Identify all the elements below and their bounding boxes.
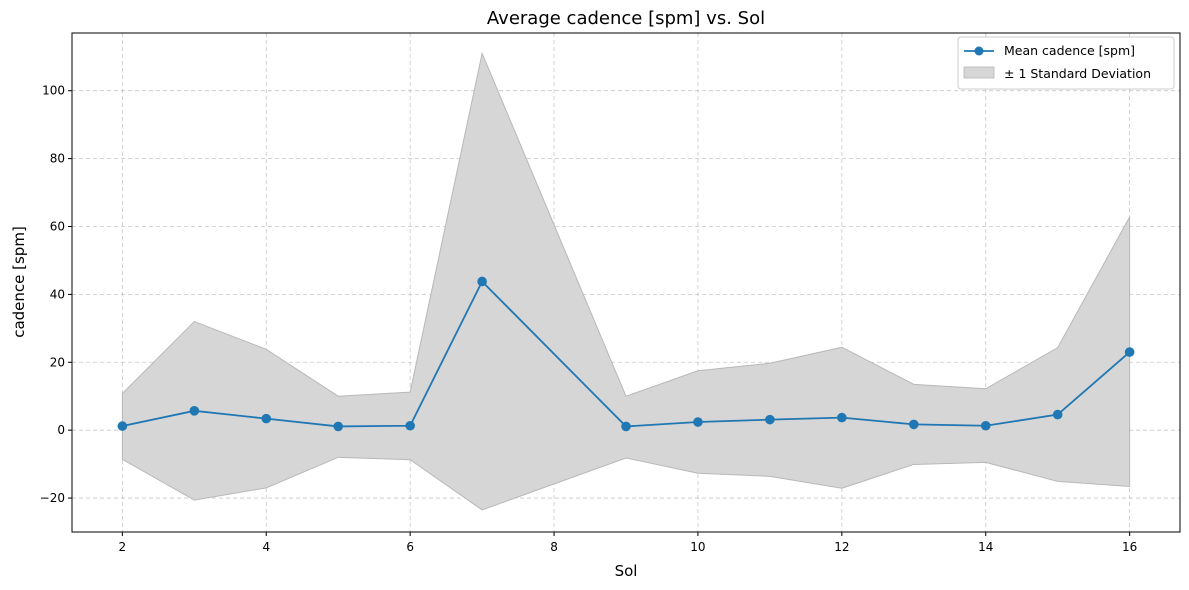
y-tick-label: 20 bbox=[50, 355, 65, 369]
x-tick-label: 14 bbox=[978, 540, 993, 554]
plot-area-frame bbox=[71, 32, 1181, 533]
mean-line-series bbox=[117, 276, 1135, 432]
data-point bbox=[333, 421, 344, 432]
data-point bbox=[189, 406, 200, 416]
x-tick-label: 4 bbox=[262, 540, 270, 554]
chart-title: Average cadence [spm] vs. Sol bbox=[487, 8, 765, 29]
data-point bbox=[1052, 409, 1063, 420]
y-tick-label: 80 bbox=[50, 152, 65, 166]
data-point bbox=[837, 412, 847, 423]
legend-box bbox=[957, 36, 1175, 90]
y-tick-label: 40 bbox=[50, 287, 65, 301]
data-point bbox=[693, 417, 703, 427]
x-tick-label: 12 bbox=[834, 540, 849, 554]
data-point bbox=[1124, 347, 1135, 357]
x-tick-label: 10 bbox=[690, 540, 705, 554]
x-tick-label: 2 bbox=[119, 540, 127, 554]
axis-ticks: 2 4 6 8 10 12 14 16 −20 0 20 40 60 80 100 bbox=[40, 84, 1138, 554]
data-point bbox=[117, 421, 128, 431]
y-tick-label: 0 bbox=[57, 423, 65, 437]
legend-label-band: ± 1 Standard Deviation bbox=[1004, 66, 1151, 81]
data-point bbox=[477, 276, 487, 287]
x-tick-label: 6 bbox=[406, 540, 414, 554]
legend-marker-swatch bbox=[974, 46, 984, 56]
x-tick-label: 8 bbox=[550, 540, 558, 554]
y-tick-label: −20 bbox=[40, 491, 65, 505]
data-point bbox=[261, 413, 272, 424]
y-axis-label: cadence [spm] bbox=[10, 226, 28, 338]
data-point bbox=[765, 414, 775, 425]
std-band bbox=[121, 51, 1131, 511]
x-tick-label: 16 bbox=[1122, 540, 1137, 554]
y-tick-label: 60 bbox=[50, 219, 65, 233]
y-tick-label: 100 bbox=[42, 84, 65, 98]
std-band-area bbox=[121, 51, 1131, 511]
mean-line bbox=[122, 279, 1131, 428]
data-point bbox=[621, 421, 631, 432]
data-point bbox=[405, 420, 415, 431]
data-point bbox=[980, 420, 991, 431]
legend: Mean cadence [spm] ± 1 Standard Deviatio… bbox=[957, 36, 1175, 90]
data-point bbox=[908, 419, 919, 430]
legend-label-mean: Mean cadence [spm] bbox=[1004, 43, 1135, 58]
x-axis-label: Sol bbox=[615, 562, 638, 580]
legend-band-swatch bbox=[963, 66, 995, 79]
